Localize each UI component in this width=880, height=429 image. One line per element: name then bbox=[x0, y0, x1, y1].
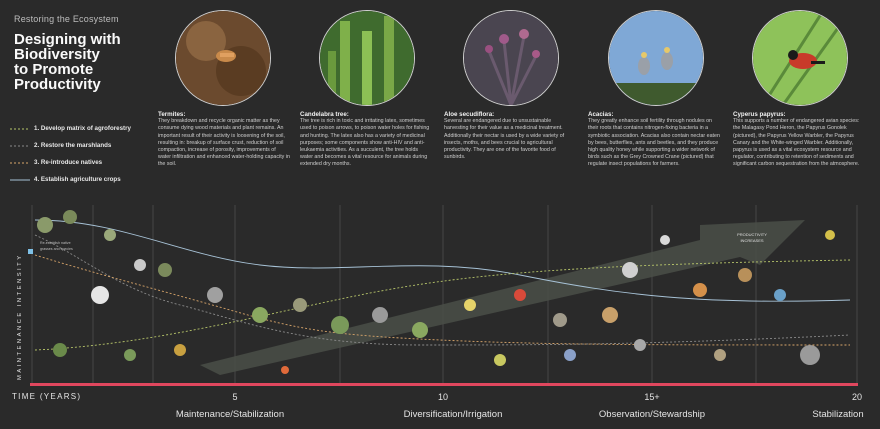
legend-line-crops bbox=[10, 179, 30, 180]
phase-maintenance: Maintenance/Stabilization bbox=[176, 409, 284, 420]
page-title: Designing with Biodiversity to Promote P… bbox=[14, 31, 121, 93]
annotation-note-1: Re-establish native bbox=[40, 241, 71, 245]
annotation-productivity-1: PRODUCTIVITY bbox=[737, 232, 767, 237]
species-name: Candelabra tree: bbox=[300, 111, 349, 118]
productivity-wedge bbox=[200, 220, 805, 375]
tick-10: 10 bbox=[438, 392, 448, 402]
legend-line-marshlands bbox=[10, 145, 30, 146]
legend-line-agroforestry bbox=[10, 128, 30, 129]
papyrus-bird-photo bbox=[752, 10, 848, 106]
species-text: They breakdown and recycle organic matte… bbox=[158, 118, 290, 168]
annotation-productivity-2: INCREASES bbox=[740, 238, 763, 243]
phase-observation: Observation/Stewardship bbox=[599, 409, 705, 420]
species-acacias: Acacias: They greatly enhance soil ferti… bbox=[588, 111, 720, 169]
species-name: Cyperus papyrus: bbox=[733, 111, 786, 118]
legend-item-marshlands: 2. Restore the marshlands bbox=[10, 137, 160, 154]
timeline-diagram: Re-establish native grasses and species … bbox=[12, 205, 864, 420]
species-text: They greatly enhance soil fertility thro… bbox=[588, 118, 720, 168]
species-text: Several are endangered due to unsustaina… bbox=[444, 118, 565, 161]
timeline-bar bbox=[30, 383, 858, 386]
species-papyrus: Cyperus papyrus: This supports a number … bbox=[733, 111, 865, 169]
aloe-photo bbox=[463, 10, 559, 106]
tick-15: 15+ bbox=[644, 392, 659, 402]
phase-diversification: Diversification/Irrigation bbox=[404, 409, 503, 420]
species-name: Termites: bbox=[158, 111, 186, 118]
tick-5: 5 bbox=[232, 392, 237, 402]
legend-line-natives bbox=[10, 162, 30, 163]
species-aloe: Aloe secudiflora: Several are endangered… bbox=[444, 111, 576, 161]
species-candelabra: Candelabra tree: The tree is rich in tox… bbox=[300, 111, 432, 169]
legend-item-crops: 4. Establish agriculture crops bbox=[10, 171, 160, 188]
legend-item-agroforestry: 1. Develop matrix of agroforestry bbox=[10, 120, 160, 137]
series-line-agroforestry bbox=[34, 259, 851, 351]
legend-item-natives: 3. Re-introduce natives bbox=[10, 154, 160, 171]
phase-stabilization: Stabilization bbox=[812, 409, 863, 420]
note-marker bbox=[28, 249, 33, 254]
series-line-crops bbox=[34, 219, 851, 302]
x-axis-label: TIME (YEARS) bbox=[12, 392, 81, 401]
species-illustrations bbox=[37, 210, 835, 374]
annotation-note-2: grasses and species bbox=[40, 247, 73, 251]
legend-label: 3. Re-introduce natives bbox=[34, 159, 103, 166]
tick-20: 20 bbox=[852, 392, 862, 402]
legend-label: 2. Restore the marshlands bbox=[34, 142, 112, 149]
legend-label: 1. Develop matrix of agroforestry bbox=[34, 125, 131, 132]
legend: 1. Develop matrix of agroforestry 2. Res… bbox=[10, 120, 160, 188]
species-text: The tree is rich in toxic and irritating… bbox=[300, 118, 430, 168]
species-name: Acacias: bbox=[588, 111, 614, 118]
species-name: Aloe secudiflora: bbox=[444, 111, 495, 118]
series-line-natives bbox=[34, 254, 851, 346]
kicker: Restoring the Ecosystem bbox=[14, 14, 119, 24]
acacia-crane-photo bbox=[608, 10, 704, 106]
species-termites: Termites: They breakdown and recycle org… bbox=[158, 111, 290, 169]
y-axis-label: MAINTENANCE INTENSITY bbox=[17, 253, 23, 380]
species-text: This supports a number of endangered avi… bbox=[733, 118, 860, 168]
termite-photo bbox=[175, 10, 271, 106]
candelabra-photo bbox=[319, 10, 415, 106]
legend-label: 4. Establish agriculture crops bbox=[34, 176, 121, 183]
